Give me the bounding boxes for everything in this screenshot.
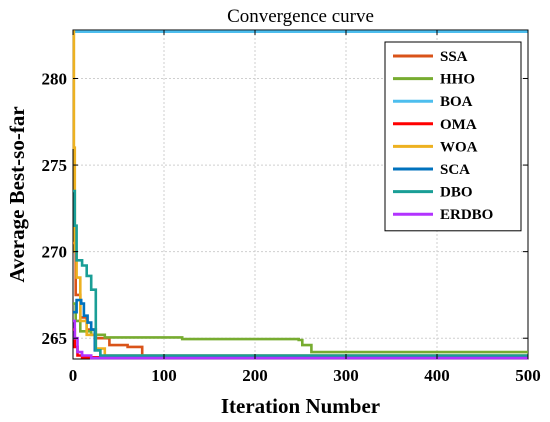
- legend: SSA HHO BOA OMA WOA SCA DBO ERDBO: [384, 41, 522, 232]
- series-line-erdbo: [73, 319, 528, 360]
- x-tick-label: 100: [151, 366, 177, 385]
- series-lines: [72, 30, 528, 360]
- y-tick-label: 265: [42, 329, 68, 348]
- legend-label-sca: SCA: [440, 162, 470, 178]
- x-tick-label: 0: [69, 366, 78, 385]
- tick-labels: 0 100 200 300 400 500 265 270 275 280: [42, 69, 541, 385]
- legend-box: [384, 41, 522, 232]
- y-tick-label: 275: [42, 156, 68, 175]
- legend-label-dbo: DBO: [440, 185, 473, 201]
- x-tick-label: 400: [424, 366, 450, 385]
- axes: [72, 30, 529, 359]
- chart-title: Convergence curve: [227, 6, 374, 27]
- x-tick-label: 500: [515, 366, 541, 385]
- legend-label-boa: BOA: [440, 94, 473, 110]
- x-axis-label: Iteration Number: [221, 394, 380, 418]
- legend-label-oma: OMA: [440, 117, 477, 133]
- legend-label-woa: WOA: [440, 139, 478, 155]
- legend-label-erdbo: ERDBO: [440, 207, 493, 223]
- y-tick-label: 280: [42, 69, 68, 88]
- y-tick-label: 270: [42, 243, 68, 262]
- series-line-dbo: [73, 189, 528, 357]
- x-tick-label: 200: [242, 366, 268, 385]
- legend-label-hho: HHO: [440, 72, 475, 88]
- x-tick-label: 300: [333, 366, 359, 385]
- y-axis-label: Average Best-so-far: [5, 106, 29, 282]
- legend-label-ssa: SSA: [440, 49, 468, 65]
